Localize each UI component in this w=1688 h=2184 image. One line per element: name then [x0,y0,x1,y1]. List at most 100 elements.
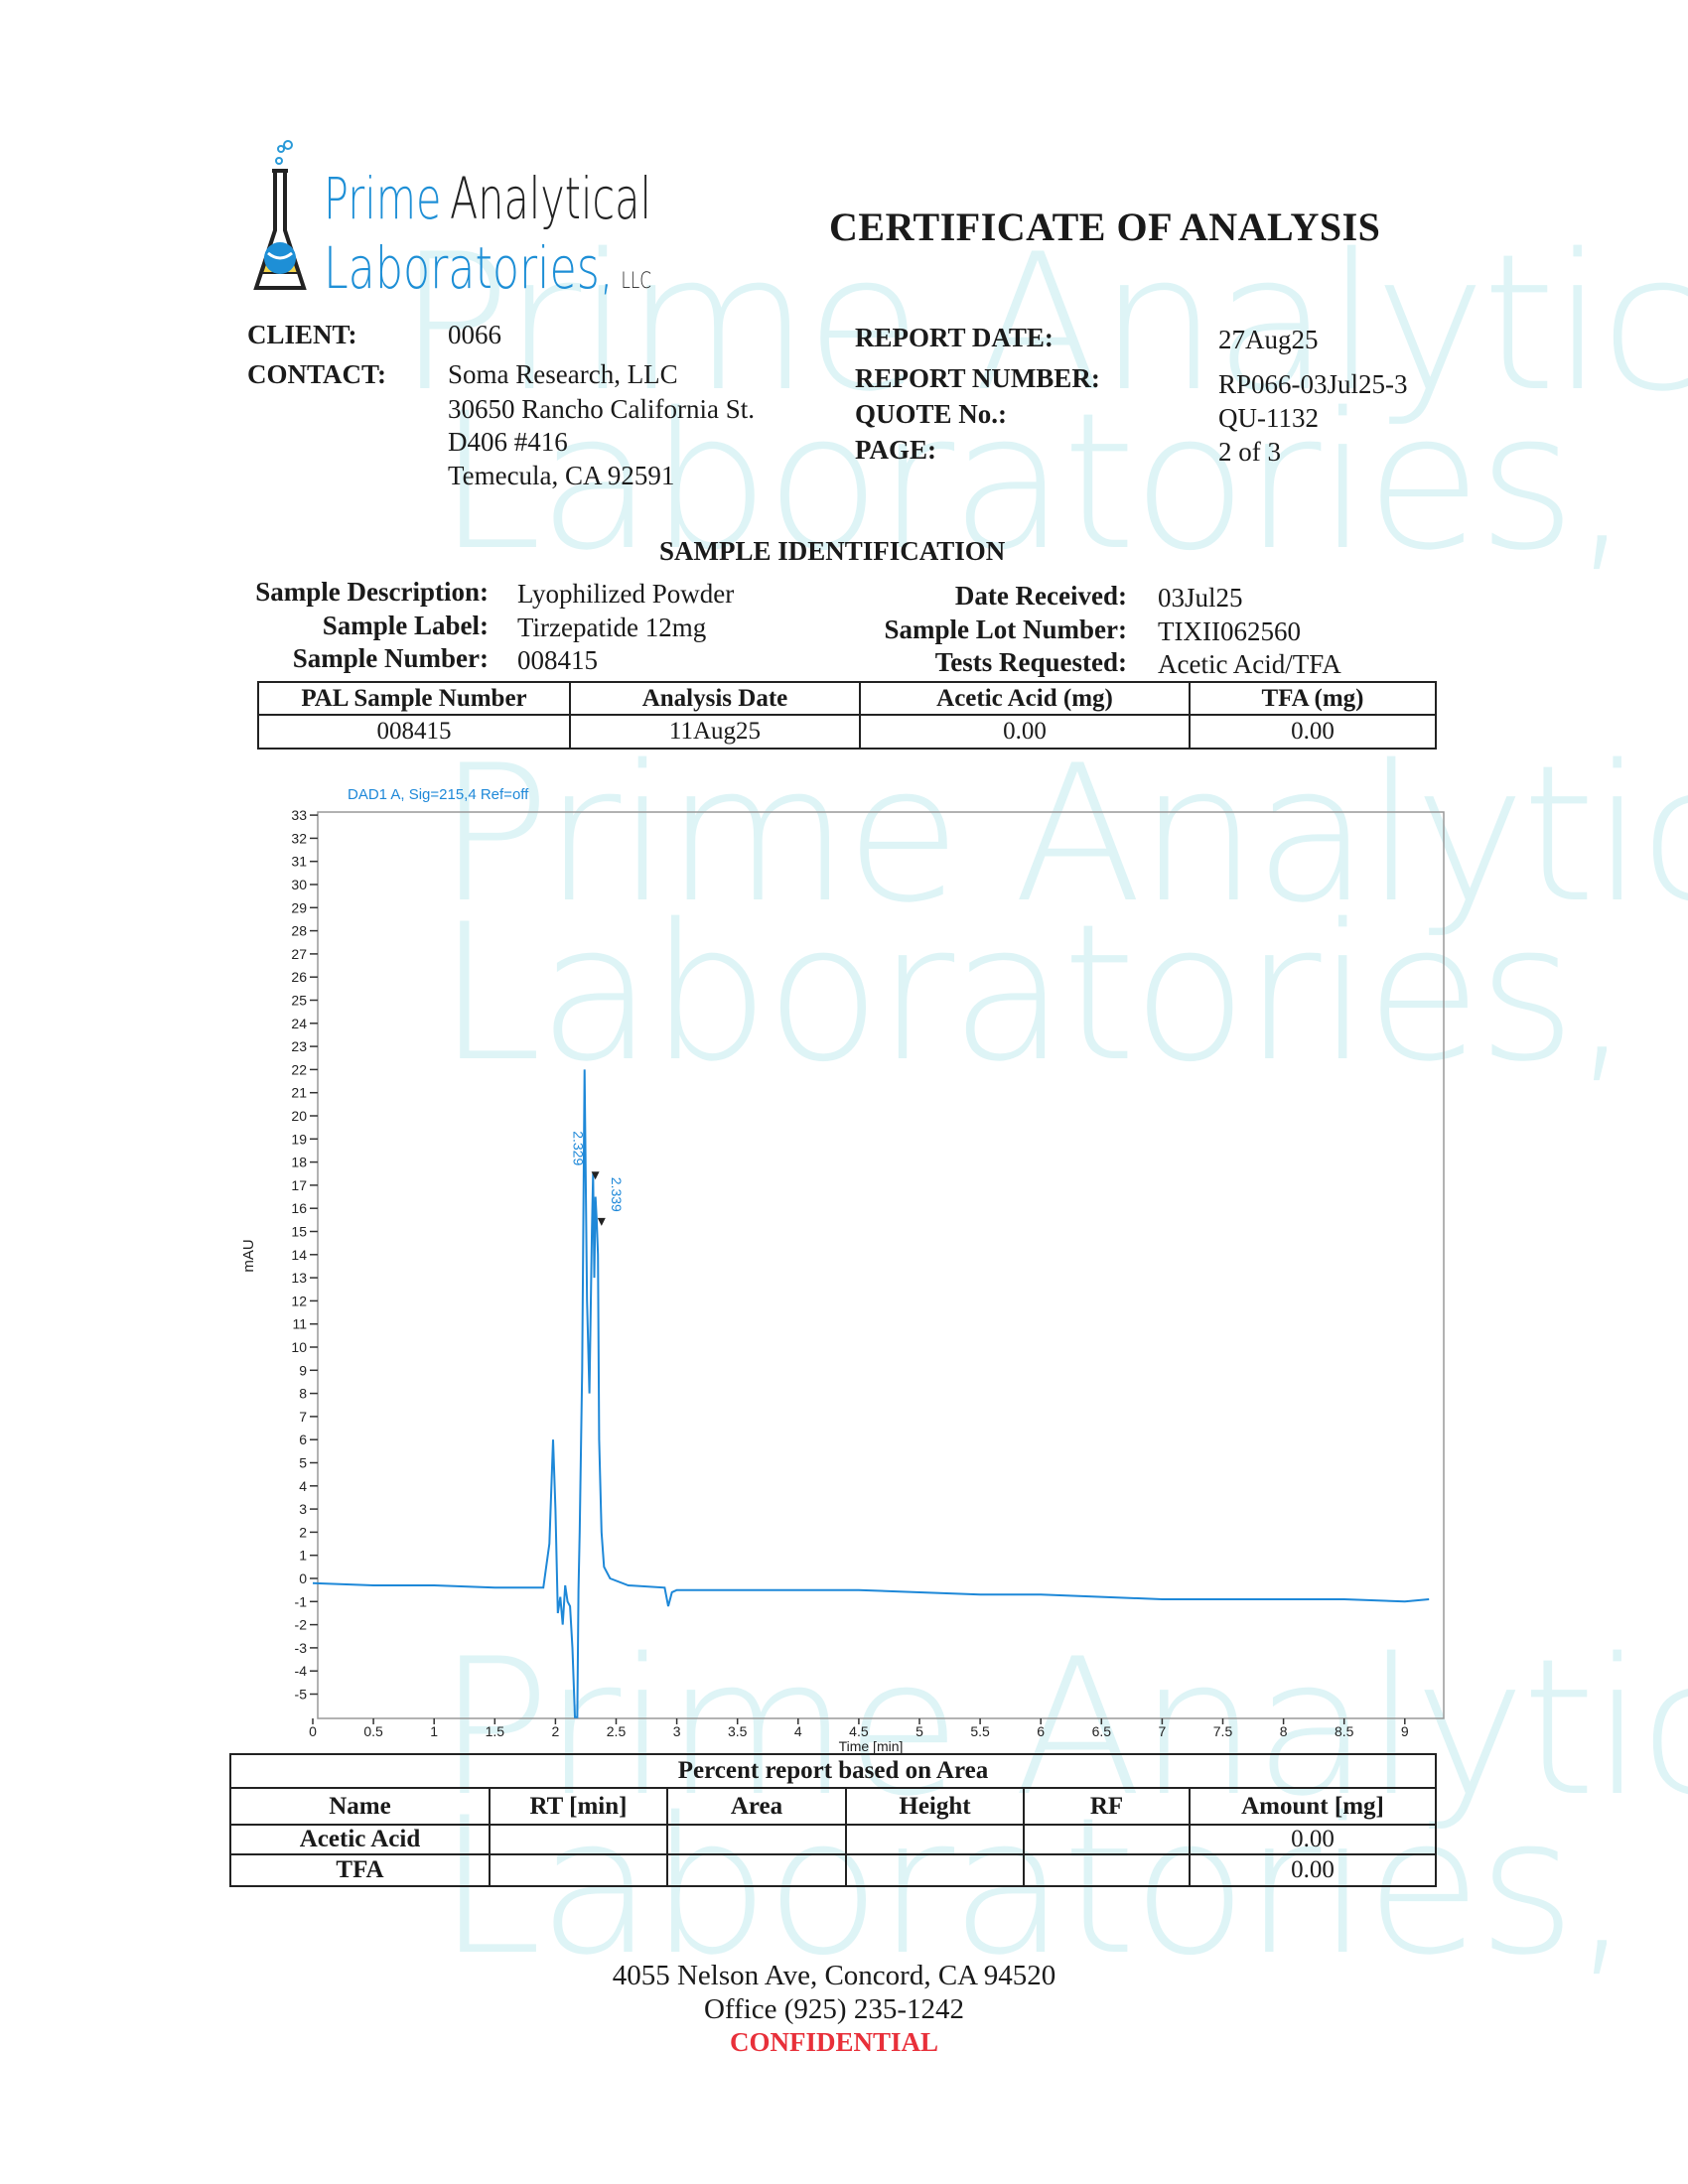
y-tick-label: -4 [295,1663,308,1679]
sample-description-label: Sample Description: [255,577,489,607]
y-tick-label: 21 [291,1085,307,1101]
x-tick-label: 4 [794,1723,802,1739]
cell-rt [489,1824,668,1855]
x-tick-label: 2 [552,1723,560,1739]
peak-label: 2.339 [609,1177,625,1212]
cell-analysis-date: 11Aug25 [569,714,861,750]
header-area: Area [666,1787,847,1826]
date-received: 03Jul25 [1158,583,1243,613]
y-tick-label: 13 [291,1270,307,1286]
sample-number-label: Sample Number: [292,643,489,673]
page-label: PAGE: [855,435,936,465]
x-axis-label: Time [min] [839,1738,904,1754]
y-tick-label: 11 [292,1316,307,1332]
lot-number: TIXII062560 [1158,616,1301,646]
area-table-title-row: Percent report based on Area [229,1753,1437,1789]
x-tick-label: 4.5 [849,1723,869,1739]
footer-address: 4055 Nelson Ave, Concord, CA 94520 [612,1960,1056,1991]
logo-line-2: Laboratories,LLC [324,234,651,302]
page-number: 2 of 3 [1218,437,1281,467]
y-tick-label: 20 [291,1108,307,1124]
cell-height [845,1824,1025,1855]
cell-area [666,1824,847,1855]
x-tick-label: 8 [1280,1723,1288,1739]
cell-height [845,1853,1025,1887]
x-tick-label: 7 [1159,1723,1167,1739]
y-tick-label: 30 [291,877,307,892]
y-tick-label: 19 [291,1131,307,1147]
x-tick-label: 0 [309,1723,317,1739]
y-tick-label: 0 [299,1570,307,1586]
cell-amount: 0.00 [1189,1824,1437,1855]
y-tick-label: -3 [295,1640,308,1656]
chromatogram-trace [312,1069,1430,1718]
sample-number: 008415 [517,645,598,675]
contact-line: 30650 Rancho California St. [448,394,755,424]
y-tick-label: 27 [291,946,307,962]
area-report-table: Percent report based on Area Name RT [mi… [229,1753,1437,1887]
y-tick-label: 6 [299,1432,307,1447]
cell-pal-sample-number: 008415 [257,714,571,750]
x-tick-label: 0.5 [363,1723,383,1739]
y-tick-label: 8 [299,1386,307,1402]
logo-line-1: PrimeAnalytical [324,165,651,232]
quote-label: QUOTE No.: [855,399,1008,429]
contact-line: D406 #416 [448,427,568,457]
header-tfa: TFA (mg) [1189,681,1437,716]
x-tick-label: 8.5 [1335,1723,1354,1739]
quote-number: QU-1132 [1218,403,1319,433]
tests-requested: Acetic Acid/TFA [1158,649,1341,679]
y-tick-label: -5 [295,1687,308,1703]
x-tick-label: 3.5 [728,1723,748,1739]
client-label: CLIENT: [247,320,357,349]
x-tick-label: 1 [430,1723,438,1739]
header-amount: Amount [mg] [1189,1787,1437,1826]
y-tick-label: 16 [291,1200,307,1216]
x-tick-label: 1.5 [486,1723,505,1739]
chromatogram-chart: DAD1 A, Sig=215,4 Ref=off mAU Time [min]… [240,786,1445,1754]
client-value: 0066 [448,320,501,349]
table-row: TFA 0.00 [229,1853,1437,1887]
contact-line: Soma Research, LLC [448,359,678,389]
report-number-label: REPORT NUMBER: [855,363,1100,393]
confidential-label: CONFIDENTIAL [729,2027,939,2057]
tests-requested-label: Tests Requested: [934,647,1127,677]
cell-name: TFA [229,1853,491,1887]
table-header-row: Name RT [min] Area Height RF Amount [mg] [229,1787,1437,1826]
cell-rf [1023,1824,1191,1855]
y-tick-label: 31 [291,854,307,870]
report-date-label: REPORT DATE: [855,323,1054,352]
y-tick-label: 18 [291,1155,307,1170]
plot-frame [317,811,1445,1719]
y-tick-label: 32 [291,830,307,846]
cell-tfa: 0.00 [1189,714,1437,750]
y-tick-label: 28 [291,923,307,939]
y-tick-label: 29 [291,899,307,915]
cell-area [666,1853,847,1887]
table-row: Acetic Acid 0.00 [229,1824,1437,1855]
report-date: 27Aug25 [1218,325,1319,354]
header-analysis-date: Analysis Date [569,681,861,716]
y-tick-label: 15 [291,1224,307,1240]
contact-line: Temecula, CA 92591 [448,461,675,490]
header-rt: RT [min] [489,1787,668,1826]
y-tick-label: 7 [299,1409,307,1425]
y-tick-label: 1 [299,1548,307,1564]
y-tick-label: -1 [295,1593,308,1609]
document-title: CERTIFICATE OF ANALYSIS [829,205,1381,249]
footer-phone: Office (925) 235-1242 [703,1993,964,2025]
y-tick-label: 4 [299,1478,307,1494]
header-acetic-acid: Acetic Acid (mg) [859,681,1191,716]
chart-title: DAD1 A, Sig=215,4 Ref=off [348,786,529,803]
lot-number-label: Sample Lot Number: [884,614,1128,644]
sample-label-label: Sample Label: [322,611,489,640]
y-tick-label: 22 [291,1061,307,1077]
header-height: Height [845,1787,1025,1826]
y-tick-label: -2 [295,1617,308,1633]
y-tick-label: 26 [291,969,307,985]
cell-rf [1023,1853,1191,1887]
y-tick-label: 24 [291,1016,307,1031]
y-tick-label: 25 [291,993,307,1009]
y-tick-label: 33 [291,807,307,823]
date-received-label: Date Received: [954,581,1127,611]
